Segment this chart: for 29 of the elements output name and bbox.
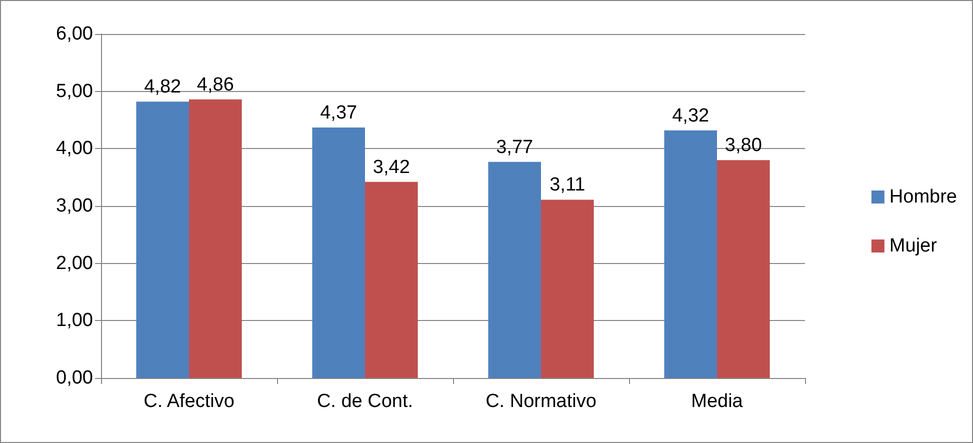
data-label: 4,86 (196, 74, 234, 96)
data-label: 3,77 (496, 136, 534, 158)
bar (189, 99, 242, 378)
data-label: 3,11 (550, 174, 586, 196)
x-tick-label: C. Afectivo (144, 391, 234, 412)
y-tick-label: 6,00 (56, 24, 93, 44)
bar (136, 102, 189, 378)
data-label: 4,37 (320, 102, 358, 124)
legend-label: Mujer (889, 236, 938, 256)
y-tick-label: 4,00 (56, 138, 93, 160)
bar (541, 200, 594, 378)
y-tick-label: 1,00 (56, 310, 93, 332)
data-label: 3,42 (372, 156, 410, 178)
bar (312, 127, 365, 378)
y-tick-label: 5,00 (56, 80, 93, 102)
bar (664, 130, 717, 378)
bar (488, 162, 541, 378)
legend-label: Hombre (889, 186, 957, 208)
bar (717, 160, 770, 378)
y-tick-label: 2,00 (56, 252, 93, 274)
y-tick-label: 0,00 (56, 368, 93, 388)
data-label: 4,32 (672, 105, 710, 126)
x-tick-label: C. Normativo (486, 391, 596, 412)
y-tick-label: 3,00 (56, 196, 93, 216)
x-tick-label: Media (691, 391, 744, 412)
x-tick-label: C. de Cont. (316, 391, 414, 412)
bar (365, 182, 418, 378)
data-label: 4,82 (144, 76, 182, 98)
data-label: 3,80 (724, 135, 762, 156)
